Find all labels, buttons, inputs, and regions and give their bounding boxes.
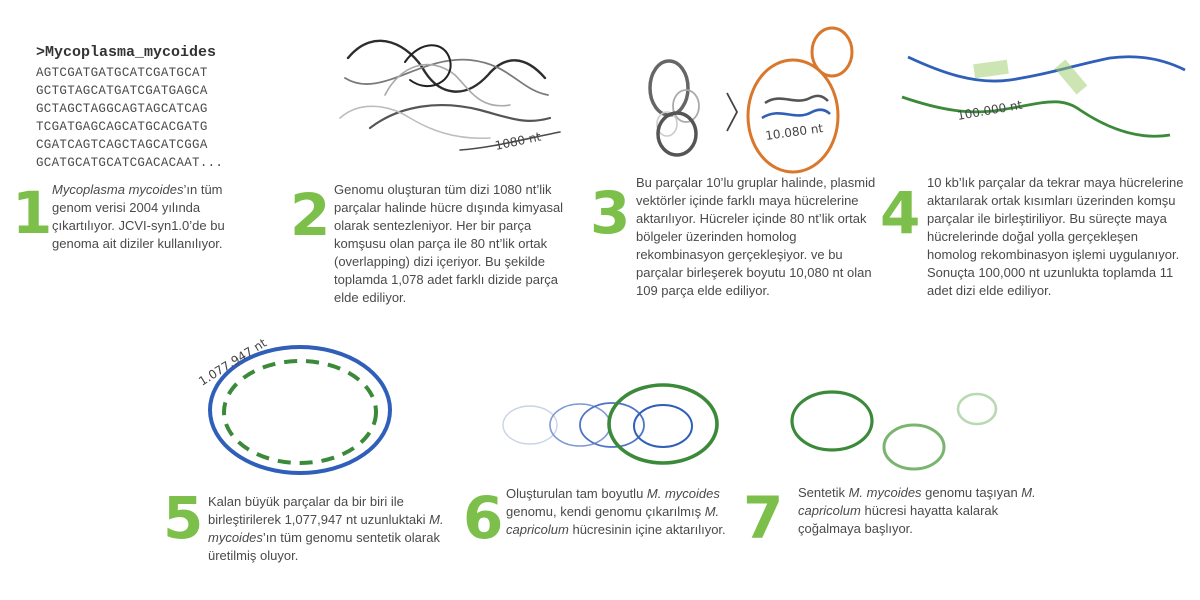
vector-length-label: 10.080 nt bbox=[764, 121, 824, 143]
step-number-4: 4 bbox=[880, 179, 921, 247]
step-number-7: 7 bbox=[743, 484, 784, 552]
sequence-line: CGATCAGTCAGCTAGCATCGGA bbox=[36, 138, 208, 152]
genome-transfer-illustration bbox=[502, 383, 719, 465]
sequence-line: AGTCGATGATGCATCGATGCAT bbox=[36, 66, 208, 80]
step-2-description: Genomu oluşturan tüm dizi 1080 nt’lik pa… bbox=[334, 182, 564, 305]
recombination-illustration: 100.000 nt bbox=[901, 55, 1186, 138]
step-6-description: Oluşturulan tam boyutlu M. mycoides geno… bbox=[506, 486, 726, 537]
step-number-3: 3 bbox=[590, 179, 631, 247]
step-7-description: Sentetik M. mycoides genomu taşıyan M. c… bbox=[798, 485, 1036, 536]
step-1-description: Mycoplasma mycoides’ın tüm genom verisi … bbox=[52, 182, 225, 251]
step-number-6: 6 bbox=[463, 484, 504, 552]
step-number-1: 1 bbox=[12, 179, 53, 247]
sequence-line: TCGATGAGCAGCATGCACGATG bbox=[36, 120, 208, 134]
step-number-5: 5 bbox=[163, 484, 204, 552]
plasmid-yeast-illustration: 10.080 nt bbox=[648, 26, 854, 174]
sequence-line: GCTGTAGCATGATCGATGAGCA bbox=[36, 84, 208, 98]
genome-ring-illustration: 1.077.947 nt bbox=[196, 336, 392, 475]
dna-fragments-illustration: 1080 nt bbox=[339, 39, 561, 153]
sequence-line: GCATGCATGCATCGACACAAT... bbox=[36, 156, 224, 170]
step-3-description: Bu parçalar 10’lu gruplar halinde, plasm… bbox=[636, 175, 876, 298]
sequence-line: GCTAGCTAGGCAGTAGCATCAG bbox=[36, 102, 208, 116]
genome-length-label: 1.077.947 nt bbox=[196, 336, 269, 389]
assembly-length-label: 100.000 nt bbox=[956, 98, 1023, 123]
step-5-description: Kalan büyük parçalar da bir biri ile bir… bbox=[208, 494, 444, 563]
step-number-2: 2 bbox=[290, 181, 331, 249]
fragment-length-label: 1080 nt bbox=[494, 129, 543, 152]
sequence-header: >Mycoplasma_mycoides bbox=[36, 44, 217, 61]
cell-division-illustration bbox=[790, 390, 998, 471]
step-4-description: 10 kb’lık parçalar da tekrar maya hücrel… bbox=[927, 175, 1184, 298]
